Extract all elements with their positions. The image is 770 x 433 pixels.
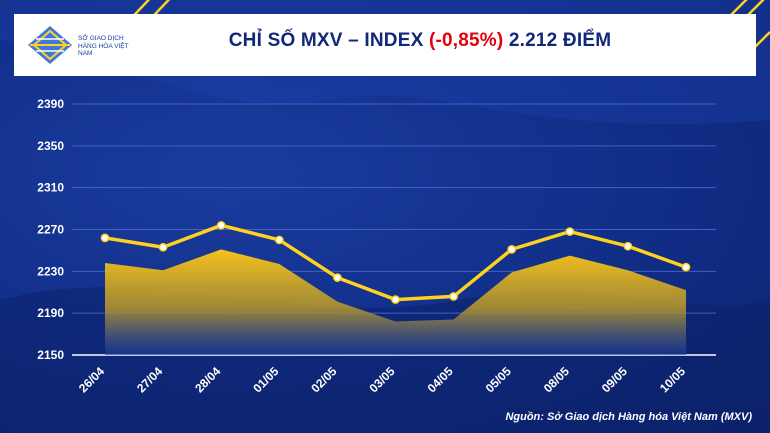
page-title: CHỈ SỐ MXV – INDEX (-0,85%) 2.212 ĐIỂM <box>150 30 690 52</box>
y-tick-label: 2390 <box>37 97 64 111</box>
x-tick-label: 02/05 <box>308 364 339 395</box>
source-note: Nguồn: Sở Giao dịch Hàng hóa Việt Nam (M… <box>505 411 752 423</box>
data-point <box>449 292 458 301</box>
y-tick-label: 2150 <box>37 348 64 362</box>
data-point <box>507 245 517 254</box>
x-tick-label: 27/04 <box>134 364 165 395</box>
y-axis: 2150 2190 2230 2270 2310 2350 2390 <box>37 97 64 362</box>
data-point <box>681 262 691 272</box>
x-tick-label: 26/04 <box>76 364 107 395</box>
area-fill <box>105 249 686 355</box>
x-tick-label: 09/05 <box>599 364 630 395</box>
x-tick-label: 28/04 <box>192 364 223 395</box>
line-series <box>100 220 691 304</box>
y-tick-label: 2230 <box>37 264 64 278</box>
x-tick-label: 04/05 <box>425 364 456 395</box>
area-series <box>105 249 686 355</box>
y-tick-label: 2270 <box>37 223 64 237</box>
title-banner <box>14 14 756 76</box>
data-point <box>333 273 342 282</box>
data-point <box>100 233 110 243</box>
logo-text: SỞ GIAO DỊCH HÀNG HÓA VIỆT NAM <box>78 35 129 57</box>
x-tick-label: 05/05 <box>483 364 514 395</box>
x-tick-label: 08/05 <box>541 364 572 395</box>
data-point <box>391 295 400 304</box>
y-tick-label: 2310 <box>37 181 64 195</box>
title-change: (-0,85%) <box>428 30 504 51</box>
title-suffix: 2.212 ĐIỂM <box>503 30 612 51</box>
x-tick-label: 01/05 <box>250 364 281 395</box>
data-point <box>216 220 226 230</box>
data-point <box>274 235 284 245</box>
x-axis: 26/04 27/04 28/04 01/05 02/05 03/05 04/05 05/05… <box>76 364 688 395</box>
x-tick-label: 03/05 <box>366 364 397 395</box>
title-prefix: CHỈ SỐ MXV – INDEX <box>228 30 429 51</box>
data-point <box>623 241 633 251</box>
data-point <box>565 227 575 236</box>
mxv-logo-icon <box>22 20 134 70</box>
y-tick-label: 2350 <box>37 139 64 153</box>
data-point <box>158 242 168 252</box>
x-tick-label: 10/05 <box>657 364 688 395</box>
y-tick-label: 2190 <box>37 306 64 320</box>
